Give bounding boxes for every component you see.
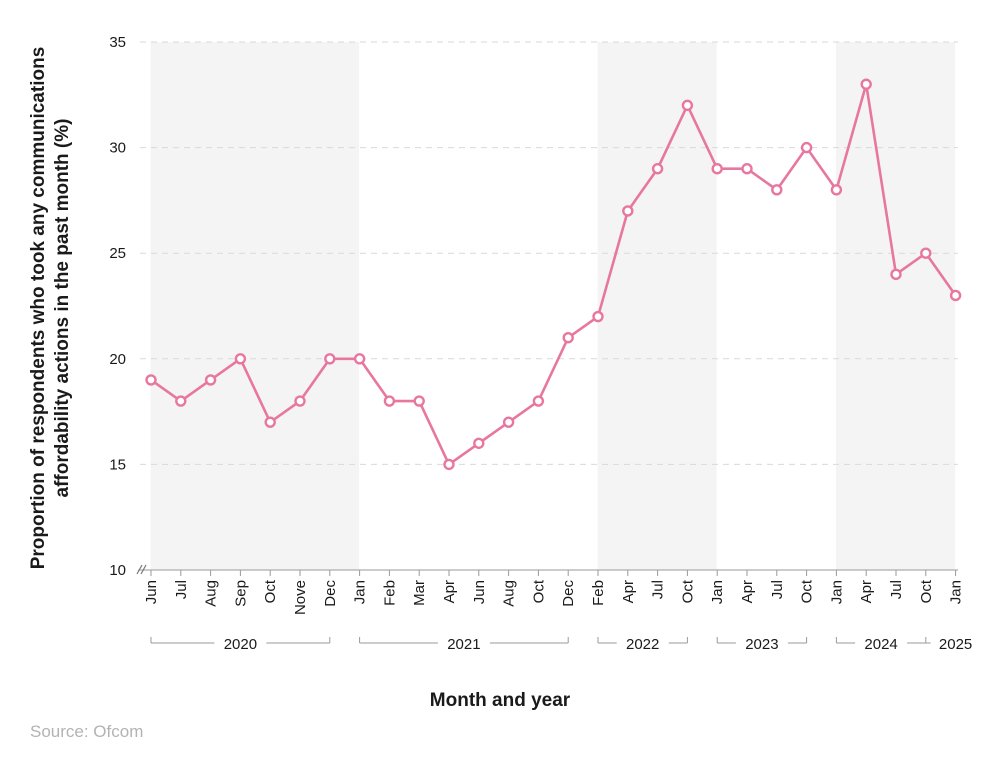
data-point — [890, 268, 902, 281]
series-line — [150, 82, 957, 466]
x-tick-label: Apr — [441, 580, 458, 603]
x-tick-label: Apr — [858, 580, 875, 603]
year-band-2024 — [835, 42, 956, 570]
year-groups: 2020 2021 2022 2023 2024 2025 — [150, 636, 972, 653]
year-shading — [150, 42, 956, 570]
data-point — [711, 163, 723, 175]
x-tick-label: Feb — [590, 580, 607, 606]
y-axis-ticks: 10 15 20 25 30 35 — [109, 34, 126, 579]
gridlines — [140, 41, 958, 465]
x-axis-label: Month and year — [430, 690, 571, 711]
x-tick-label: Oct — [799, 579, 816, 603]
data-point — [800, 141, 813, 154]
data-point — [532, 395, 545, 407]
x-tick-label: Oct — [262, 579, 279, 603]
x-tick-label: Aug — [203, 580, 220, 607]
data-point — [681, 99, 694, 112]
source-note: Source: Ofcom — [30, 722, 144, 741]
data-point — [473, 437, 485, 449]
data-point — [294, 395, 306, 407]
year-band-2022 — [597, 42, 717, 570]
year-label-2023: 2023 — [745, 636, 778, 653]
x-tick-label: Oct — [679, 579, 696, 603]
axis-break-mark — [136, 564, 147, 575]
x-tick-label: Feb — [381, 580, 398, 606]
x-tick-label: Oct — [530, 579, 547, 603]
data-point — [860, 78, 872, 90]
x-tick-label: Jan — [352, 580, 369, 604]
x-tick-label: Jul — [888, 580, 905, 599]
x-tick-label: Apr — [739, 580, 756, 603]
data-point — [651, 163, 664, 175]
data-point — [830, 184, 843, 196]
y-axis-label: Proportion of respondents who took any c… — [28, 47, 73, 570]
data-point — [413, 395, 425, 407]
x-tick-label: Nove — [292, 580, 309, 615]
data-point — [562, 331, 574, 344]
x-tick-label: Jul — [650, 580, 667, 599]
y-tick-label: 20 — [109, 351, 126, 368]
x-tick-label: Oct — [918, 579, 935, 603]
data-point — [949, 289, 962, 302]
x-tick-label: Aug — [501, 580, 518, 607]
year-label-2022: 2022 — [626, 636, 659, 653]
year-label-2024: 2024 — [864, 636, 897, 653]
x-tick-label: Sep — [232, 580, 249, 607]
data-point — [175, 395, 187, 407]
x-tick-label: Apr — [620, 580, 637, 603]
x-tick-label: Jul — [173, 580, 190, 599]
x-axis: Jun Jul Aug Sep Oct Nove Dec Jan Feb Mar Apr Jun Aug… — [136, 564, 965, 615]
x-tick-label: Jun — [471, 580, 488, 604]
year-band-2020 — [150, 42, 360, 570]
x-tick-label: Dec — [560, 580, 577, 607]
x-tick-label: Jan — [828, 580, 845, 604]
data-point — [204, 374, 217, 386]
data-point — [622, 205, 634, 217]
x-tick-label: Jan — [948, 580, 965, 604]
year-label-2025: 2025 — [939, 636, 972, 653]
data-point — [353, 353, 366, 365]
data-point — [771, 184, 783, 196]
x-tick-label: Jun — [143, 580, 160, 604]
x-tick-label: Jul — [769, 580, 786, 599]
y-tick-label: 35 — [109, 34, 126, 51]
data-point — [264, 416, 276, 428]
y-tick-label: 15 — [109, 456, 126, 473]
y-tick-label: 10 — [109, 562, 126, 579]
data-point — [324, 353, 336, 365]
series — [145, 78, 962, 471]
y-tick-label: 25 — [109, 245, 126, 262]
x-tick-label: Jan — [709, 580, 726, 604]
year-label-2021: 2021 — [447, 636, 480, 653]
data-point — [145, 374, 157, 386]
x-tick-label: Dec — [322, 580, 339, 607]
data-point — [502, 416, 515, 428]
data-point — [592, 310, 604, 323]
year-label-2020: 2020 — [224, 636, 257, 653]
y-tick-label: 30 — [109, 140, 126, 157]
data-point — [383, 395, 396, 407]
x-tick-label: Mar — [411, 580, 428, 606]
data-point — [920, 247, 932, 259]
data-point — [443, 458, 455, 471]
data-point — [234, 353, 247, 365]
data-point — [741, 163, 753, 175]
